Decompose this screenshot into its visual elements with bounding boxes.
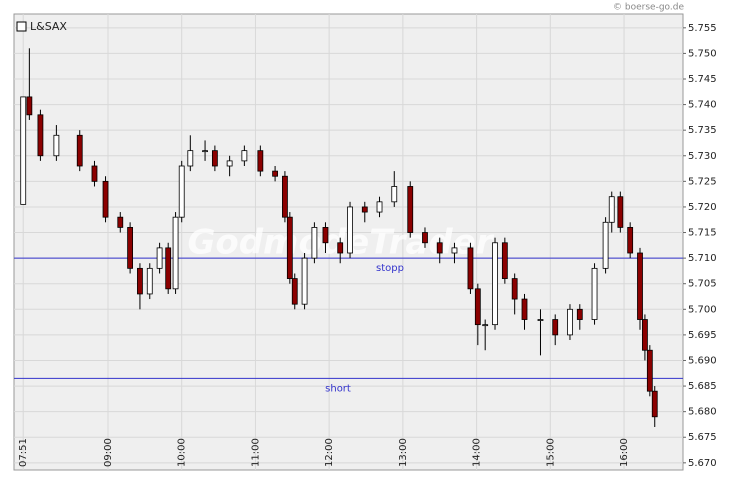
candle-body — [20, 96, 27, 205]
y-tick-label: 5.710 — [688, 253, 717, 264]
y-tick-label: 5.690 — [688, 355, 717, 366]
candle-body — [492, 242, 498, 326]
candle-body — [651, 390, 658, 418]
candle-body — [511, 278, 518, 300]
y-tick-label: 5.715 — [688, 228, 717, 239]
candle-body — [172, 216, 179, 290]
candle-body — [165, 247, 172, 290]
candle-body — [301, 257, 308, 305]
x-tick-label: 15:00 — [545, 438, 556, 467]
candle-body — [282, 175, 288, 218]
credit: © boerse-go.de — [613, 3, 684, 13]
candle-body — [37, 114, 44, 157]
x-tick-label: 11:00 — [250, 438, 261, 467]
candle-body — [322, 227, 329, 244]
x-tick-label: 10:00 — [177, 438, 188, 467]
candle-body — [642, 319, 648, 351]
y-tick-label: 5.700 — [688, 304, 717, 315]
candle-body — [537, 319, 544, 321]
y-tick-label: 5.705 — [688, 279, 717, 290]
legend-swatch — [16, 21, 27, 32]
candle-body — [91, 165, 98, 182]
y-tick-label: 5.680 — [688, 407, 717, 418]
candle-body — [226, 160, 233, 167]
candle-body — [241, 150, 248, 162]
candle-body — [286, 216, 293, 279]
candle-body — [291, 278, 298, 305]
candle-body — [576, 308, 583, 320]
candle-body — [26, 96, 33, 116]
y-tick-label: 5.750 — [688, 48, 717, 59]
x-tick-label: 07:51 — [18, 438, 29, 467]
x-tick-label: 13:00 — [398, 438, 409, 467]
candle-body — [627, 227, 634, 254]
candle-body — [422, 232, 428, 244]
reference-label: short — [325, 383, 351, 394]
candle-body — [567, 308, 573, 336]
y-tick-label: 5.685 — [688, 381, 717, 392]
candle-body — [602, 221, 609, 269]
candle-body — [337, 242, 344, 254]
candle-body — [521, 298, 528, 320]
x-tick-label: 14:00 — [472, 438, 483, 467]
candle-body — [436, 242, 443, 254]
legend-label: L&SAX — [30, 20, 67, 33]
candle-body — [347, 206, 353, 254]
candle-body — [76, 134, 83, 167]
candle-body — [391, 186, 398, 203]
y-tick-label: 5.730 — [688, 151, 717, 162]
candle-body — [482, 324, 489, 327]
x-tick-label: 09:00 — [103, 438, 114, 467]
candle-body — [257, 150, 264, 172]
candle-body — [137, 267, 143, 295]
candle-body — [178, 165, 185, 218]
candle-body — [127, 227, 134, 269]
candle-body — [376, 201, 383, 213]
candle-body — [451, 247, 458, 254]
candle-body — [608, 196, 615, 223]
candle-body — [467, 247, 474, 290]
candle-body — [202, 150, 208, 153]
candle-body — [552, 319, 559, 336]
y-tick-label: 5.740 — [688, 100, 717, 111]
candle-body — [501, 242, 508, 279]
candle-body — [361, 206, 368, 213]
candle-body — [407, 186, 414, 233]
y-tick-label: 5.725 — [688, 176, 717, 187]
candle-body — [102, 180, 109, 218]
candle-body — [591, 267, 598, 320]
candle-body — [187, 150, 194, 167]
y-tick-label: 5.720 — [688, 202, 717, 213]
x-tick-label: 12:00 — [324, 438, 335, 467]
y-tick-label: 5.675 — [688, 432, 717, 443]
candle-body — [117, 216, 124, 228]
candle-body — [474, 288, 481, 326]
candle-body — [617, 196, 624, 228]
candle-body — [211, 150, 218, 167]
y-tick-label: 5.695 — [688, 330, 717, 341]
candle-body — [156, 247, 163, 269]
candle-body — [272, 170, 278, 177]
candle-body — [53, 134, 60, 157]
y-tick-label: 5.755 — [688, 23, 717, 34]
reference-label: stopp — [376, 263, 404, 274]
candle-body — [646, 349, 653, 392]
y-tick-label: 5.735 — [688, 125, 717, 136]
y-tick-label: 5.670 — [688, 458, 717, 469]
x-tick-label: 16:00 — [619, 438, 630, 467]
y-tick-label: 5.745 — [688, 74, 717, 85]
candle-body — [146, 267, 153, 295]
candle-body — [637, 252, 643, 320]
candle-body — [311, 227, 318, 259]
